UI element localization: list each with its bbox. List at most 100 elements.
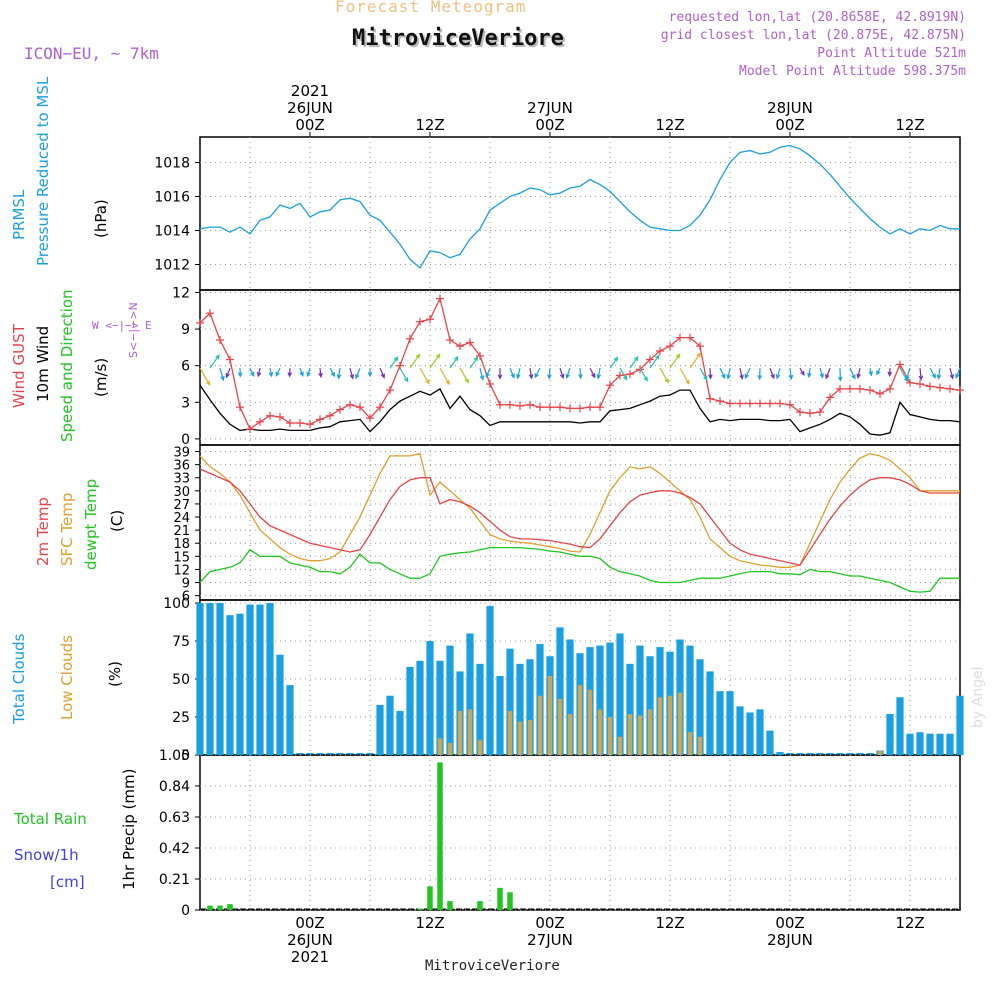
precip-ytick-label: 0.63	[159, 810, 190, 826]
total-cloud-bar	[626, 663, 634, 755]
wind-direction-arrow	[459, 367, 469, 383]
wind-direction-arrowhead	[367, 372, 373, 378]
low-cloud-bar	[507, 710, 513, 755]
wind-direction-arrow	[808, 368, 811, 377]
wind-direction-arrow	[629, 356, 639, 369]
total-cloud-bar	[956, 695, 964, 755]
bottom-time-label: 28JUN	[767, 931, 813, 949]
wind-ytick-label: 3	[181, 395, 190, 411]
temperature-ytick-label: 12	[173, 563, 190, 578]
precip-ytick-label: 1.05	[159, 748, 190, 764]
wind-direction-arrowhead	[851, 374, 856, 380]
wind-direction-arrow	[219, 367, 224, 381]
rain-label: Total Rain	[14, 810, 87, 828]
wind-direction-arrow	[419, 367, 430, 384]
total-cloud-bar	[436, 660, 444, 755]
wind-direction-arrow	[548, 368, 551, 379]
total-cloud-bar	[826, 753, 834, 755]
wind-direction-arrow	[559, 367, 564, 378]
wind-direction-arrowhead	[393, 356, 399, 362]
total-cloud-bar	[466, 633, 474, 755]
wind-direction-arrowhead	[936, 374, 942, 380]
wind-direction-arrowhead	[220, 375, 225, 382]
low-cloud-bar	[687, 732, 693, 755]
bottom-time-label: 26JUN	[287, 931, 333, 949]
low-cloud-bar	[587, 689, 593, 755]
total-cloud-bar	[216, 603, 224, 755]
wind-direction-arrow	[776, 367, 781, 379]
model-altitude: Model Point Altitude 598.375m	[739, 64, 966, 79]
temperature-ytick-label: 39	[173, 446, 190, 461]
total-cloud-bar	[376, 704, 384, 755]
total-cloud-bar	[766, 730, 774, 755]
wind-direction-arrowhead	[703, 375, 708, 381]
top-time-label: 27JUN	[527, 99, 573, 117]
total-cloud-bar	[426, 641, 434, 755]
rain-bar	[437, 762, 443, 910]
wind-direction-arrow	[597, 368, 601, 379]
wind-direction-arrowhead	[918, 375, 924, 381]
wind-direction-arrowhead	[237, 372, 243, 378]
total-cloud-bar	[746, 712, 754, 755]
wind-direction-arrowhead	[534, 373, 539, 379]
temperature-ytick-label: 9	[182, 577, 190, 592]
temperature-ytick-label: 33	[173, 472, 190, 487]
low-cloud-bar	[637, 715, 643, 755]
wind-direction-arrow	[857, 367, 861, 378]
low-cloud-bar	[447, 742, 453, 755]
wind-direction-arrow	[429, 354, 441, 369]
chart-title: MitroviceVeriore	[352, 26, 564, 51]
bottom-time-label: 12Z	[415, 914, 444, 932]
wind-direction-arrowhead	[819, 373, 824, 379]
wind-direction-arrowhead	[675, 353, 681, 359]
clouds-ytick-label: 25	[172, 710, 190, 726]
wind-direction-arrowhead	[287, 372, 293, 378]
wind-direction-arrowhead	[445, 379, 450, 386]
total-cloud-bar	[266, 603, 274, 755]
wind-direction-arrow	[719, 367, 726, 379]
wind-direction-arrowhead	[268, 372, 274, 378]
dewpt-line	[199, 546, 960, 593]
total-cloud-bar	[606, 642, 614, 755]
total-cloud-bar	[886, 713, 894, 755]
snow-unit-label: [cm]	[50, 873, 85, 891]
pressure-frame	[199, 136, 961, 291]
wind-direction-arrow	[689, 353, 701, 369]
wind-direction-arrow	[744, 367, 751, 379]
total-cloud-bar	[496, 675, 504, 755]
total-cloud-bar	[706, 671, 714, 755]
wind-direction-arrowhead	[225, 373, 230, 379]
wind-direction-arrowhead	[931, 373, 936, 379]
bottom-time-label: 27JUN	[527, 931, 573, 949]
wind-direction-arrow	[769, 367, 775, 379]
wind-direction-arrowhead	[404, 377, 409, 383]
low-cloud-bar	[597, 709, 603, 755]
wind-direction-arrow	[825, 367, 831, 379]
wind-ytick-label: 9	[181, 322, 190, 338]
clouds-ytick-label: 100	[163, 596, 190, 612]
wind-direction-arrow	[439, 367, 450, 385]
low-cloud-bar	[677, 692, 683, 755]
footer-station: MitroviceVeriore	[425, 958, 560, 974]
wind-direction-arrow	[355, 367, 361, 379]
wind-direction-arrowhead	[275, 371, 280, 377]
point-altitude: Point Altitude 521m	[817, 46, 966, 61]
wind-direction-arrowhead	[643, 376, 648, 382]
total-cloud-bar	[406, 666, 414, 755]
snow-label: Snow/1h	[14, 846, 79, 864]
total-cloud-bar	[326, 753, 334, 755]
rain-bar	[477, 901, 483, 910]
wind-direction-arrowhead	[415, 353, 421, 359]
wind-direction-arrowhead	[318, 372, 323, 379]
low-cloud-bar	[527, 720, 533, 755]
compass-we: W <−|−> E	[92, 319, 152, 332]
wind-direction-arrow	[609, 357, 618, 369]
top-time-label: 00Z	[295, 116, 324, 134]
low-cloud-bar	[567, 713, 573, 755]
wind-direction-arrowhead	[739, 374, 744, 381]
total-cloud-bar	[486, 606, 494, 755]
total-cloud-bar	[256, 604, 264, 755]
total-cloud-bar	[516, 663, 524, 755]
wind-direction-arrowhead	[856, 373, 861, 379]
total-cloud-bar	[476, 663, 484, 755]
